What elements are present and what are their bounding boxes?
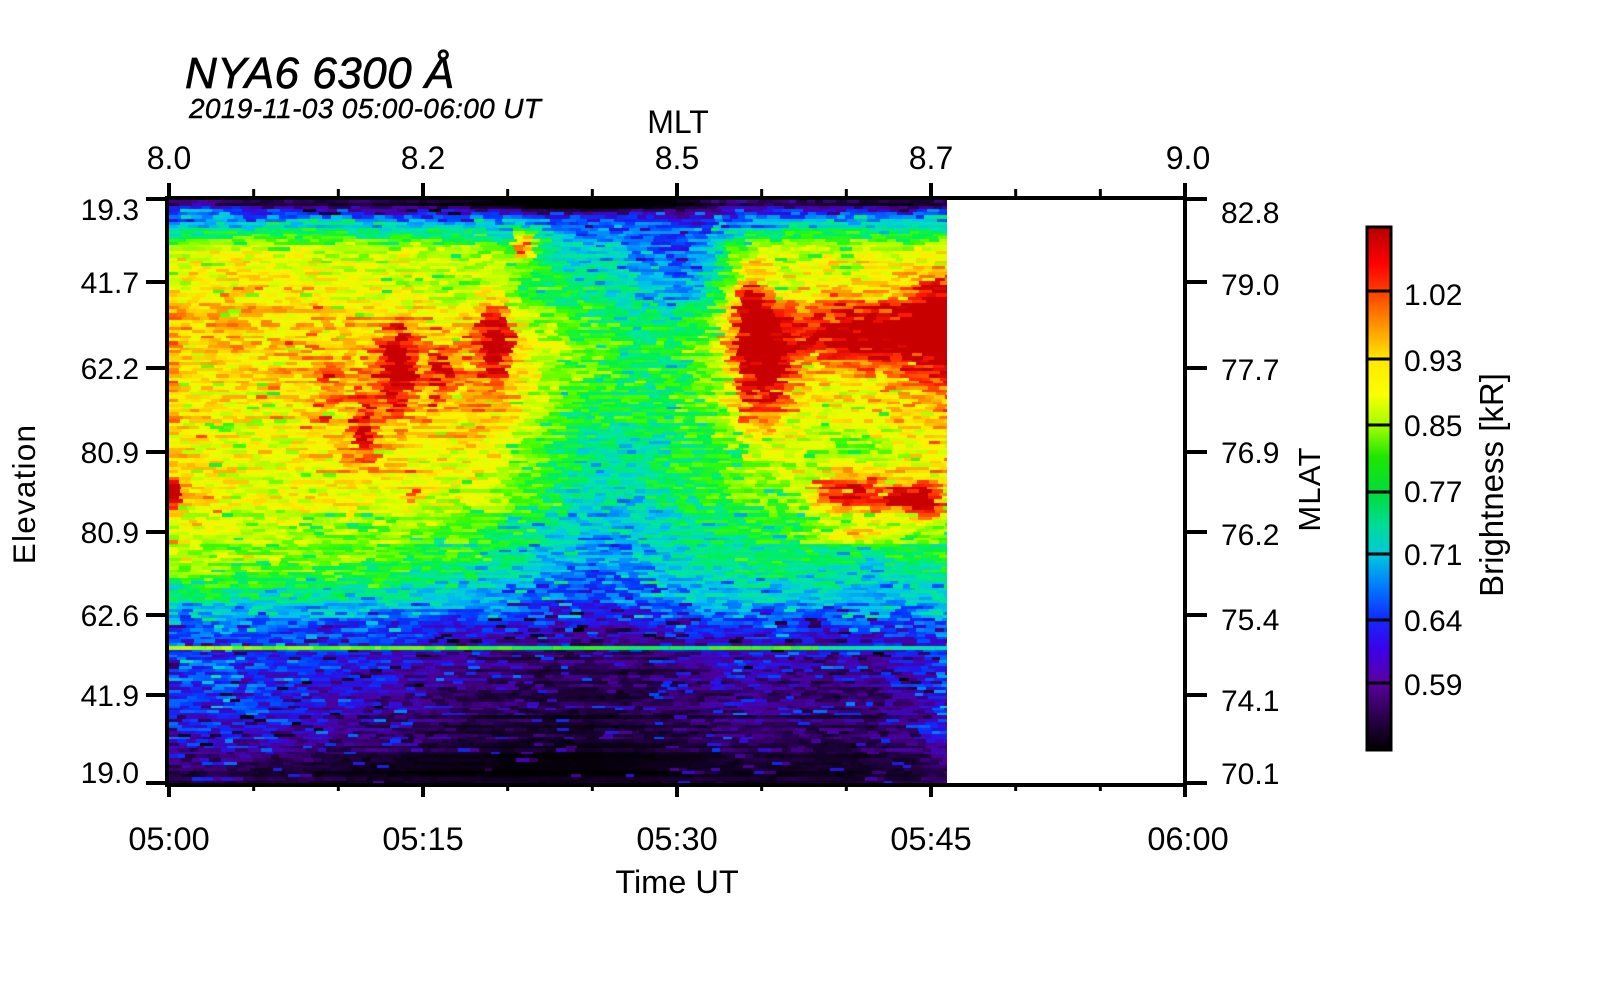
svg-text:41.7: 41.7: [81, 267, 139, 300]
svg-text:Elevation: Elevation: [6, 424, 42, 564]
svg-text:19.0: 19.0: [81, 757, 139, 790]
svg-text:80.9: 80.9: [81, 437, 139, 470]
svg-text:77.7: 77.7: [1221, 354, 1279, 387]
svg-text:05:00: 05:00: [128, 821, 209, 857]
svg-text:05:15: 05:15: [382, 821, 463, 857]
svg-text:80.9: 80.9: [81, 517, 139, 550]
svg-text:19.3: 19.3: [81, 194, 139, 227]
svg-text:74.1: 74.1: [1221, 685, 1279, 718]
svg-text:82.8: 82.8: [1221, 197, 1279, 230]
svg-text:0.71: 0.71: [1404, 539, 1462, 572]
svg-text:MLT: MLT: [647, 104, 709, 140]
svg-text:75.4: 75.4: [1221, 604, 1279, 637]
svg-text:70.1: 70.1: [1221, 758, 1279, 791]
svg-text:2019-11-03 05:00-06:00 UT: 2019-11-03 05:00-06:00 UT: [188, 93, 543, 124]
svg-text:8.2: 8.2: [401, 140, 445, 176]
svg-text:0.77: 0.77: [1404, 476, 1462, 509]
svg-text:8.5: 8.5: [655, 140, 699, 176]
svg-text:Brightness [kR]: Brightness [kR]: [1473, 373, 1510, 597]
svg-text:1.02: 1.02: [1404, 279, 1462, 312]
svg-text:8.0: 8.0: [147, 140, 191, 176]
svg-text:NYA6 6300 Å: NYA6 6300 Å: [185, 49, 455, 98]
svg-text:9.0: 9.0: [1166, 140, 1210, 176]
svg-text:0.85: 0.85: [1404, 410, 1462, 443]
svg-text:0.59: 0.59: [1404, 669, 1462, 702]
svg-text:41.9: 41.9: [81, 680, 139, 713]
svg-text:62.6: 62.6: [81, 600, 139, 633]
svg-text:76.2: 76.2: [1221, 519, 1279, 552]
svg-text:Time UT: Time UT: [615, 864, 739, 900]
svg-text:05:45: 05:45: [890, 821, 971, 857]
svg-text:05:30: 05:30: [636, 821, 717, 857]
svg-text:8.7: 8.7: [909, 140, 953, 176]
svg-text:MLAT: MLAT: [1292, 446, 1327, 531]
svg-text:0.93: 0.93: [1404, 345, 1462, 378]
svg-text:79.0: 79.0: [1221, 269, 1279, 302]
svg-text:76.9: 76.9: [1221, 437, 1279, 470]
svg-text:06:00: 06:00: [1147, 821, 1228, 857]
svg-text:62.2: 62.2: [81, 353, 139, 386]
svg-text:0.64: 0.64: [1404, 605, 1462, 638]
